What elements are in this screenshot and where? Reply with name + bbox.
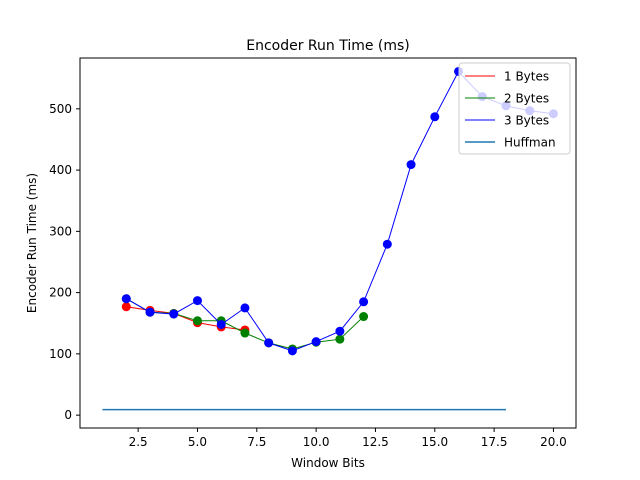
y-axis-label: Encoder Run Time (ms) [25, 173, 39, 313]
data-point [311, 337, 321, 347]
legend-entry-label: Huffman [504, 136, 556, 150]
x-tick-label: 7.5 [247, 435, 266, 449]
y-tick-label: 500 [49, 102, 72, 116]
legend-entry-label: 3 Bytes [504, 114, 549, 128]
data-point [335, 334, 345, 344]
x-axis-label: Window Bits [291, 456, 365, 470]
data-point [359, 297, 369, 307]
data-point [287, 346, 297, 356]
data-point [264, 338, 274, 348]
y-tick-label: 300 [49, 224, 72, 238]
data-point [121, 302, 131, 312]
legend-box [458, 62, 571, 155]
chart-title: Encoder Run Time (ms) [246, 38, 410, 54]
legend: 1 Bytes 2 Bytes 3 Bytes Huffman [458, 62, 571, 155]
y-tick-label: 400 [49, 163, 72, 177]
data-point [406, 160, 416, 170]
data-point [240, 328, 250, 338]
data-point [359, 312, 369, 322]
x-tick-label: 10.0 [303, 435, 330, 449]
x-tick-label: 17.5 [481, 435, 508, 449]
data-point [240, 303, 250, 313]
data-point [192, 316, 202, 326]
y-tick-label: 0 [64, 408, 72, 422]
x-axis: 2.5 5.0 7.5 10.0 12.5 15.0 17.5 20.0 [129, 428, 567, 449]
data-point [335, 326, 345, 336]
data-point [169, 309, 179, 319]
legend-entry-label: 2 Bytes [504, 92, 549, 106]
x-tick-label: 12.5 [362, 435, 389, 449]
legend-entry-label: 1 Bytes [504, 70, 549, 84]
x-tick-label: 15.0 [421, 435, 448, 449]
y-tick-label: 200 [49, 286, 72, 300]
data-point [430, 112, 440, 122]
data-point [145, 307, 155, 317]
y-axis: 0 100 200 300 400 500 [49, 102, 80, 422]
y-tick-label: 100 [49, 347, 72, 361]
data-point [382, 239, 392, 249]
x-tick-label: 2.5 [129, 435, 148, 449]
data-point [216, 319, 226, 329]
data-point [192, 296, 202, 306]
x-tick-label: 5.0 [188, 435, 207, 449]
x-tick-label: 20.0 [540, 435, 567, 449]
data-point [121, 294, 131, 304]
